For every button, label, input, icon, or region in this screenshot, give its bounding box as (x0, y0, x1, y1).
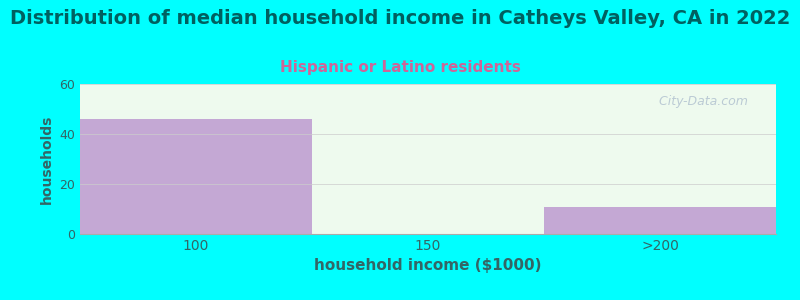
Text: Distribution of median household income in Catheys Valley, CA in 2022: Distribution of median household income … (10, 9, 790, 28)
Bar (80, 84, 312, 234)
Text: City-Data.com: City-Data.com (650, 95, 747, 109)
Text: Hispanic or Latino residents: Hispanic or Latino residents (279, 60, 521, 75)
Bar (544, 84, 776, 234)
Bar (544, 206, 776, 234)
Bar (312, 84, 544, 234)
X-axis label: household income ($1000): household income ($1000) (314, 258, 542, 273)
Bar (80, 119, 312, 234)
Y-axis label: households: households (40, 114, 54, 204)
